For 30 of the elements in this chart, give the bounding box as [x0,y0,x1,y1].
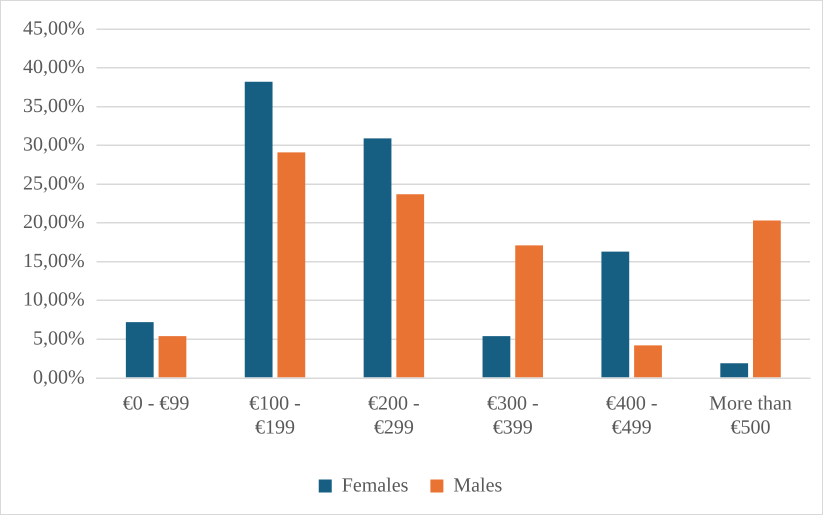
legend-label: Males [453,474,502,496]
x-tick-label: €200 - €299 [368,392,420,438]
y-tick-label: 30,00% [22,134,85,156]
x-tick-label: €100 - €199 [249,392,301,438]
bar [720,363,748,378]
y-tick-label: 35,00% [22,94,85,117]
bar [515,245,544,378]
bar [244,82,273,378]
x-tick-label: €300 - €399 [486,392,539,438]
y-tick-label: 45,00% [22,17,85,40]
y-tick-label: 25,00% [22,172,85,194]
bar [753,220,781,378]
bar [126,322,154,378]
legend-label: Females [342,474,409,496]
y-tick-label: 10,00% [22,288,85,311]
y-tick-label: 5,00% [32,327,85,350]
x-tick-label: €0 - €99 [122,392,190,414]
bar [634,345,662,378]
bar [396,194,424,378]
bar [277,152,306,378]
y-tick-label: 0,00% [32,366,85,388]
bar [482,336,510,378]
bar [158,336,186,378]
y-tick-label: 40,00% [22,56,85,78]
x-tick-label: €400 - €499 [606,392,658,438]
y-tick-label: 20,00% [22,211,85,234]
bar [601,252,630,378]
bar [364,138,392,378]
x-tick-label: More than €500 [709,392,792,438]
y-tick-label: 15,00% [22,250,85,272]
